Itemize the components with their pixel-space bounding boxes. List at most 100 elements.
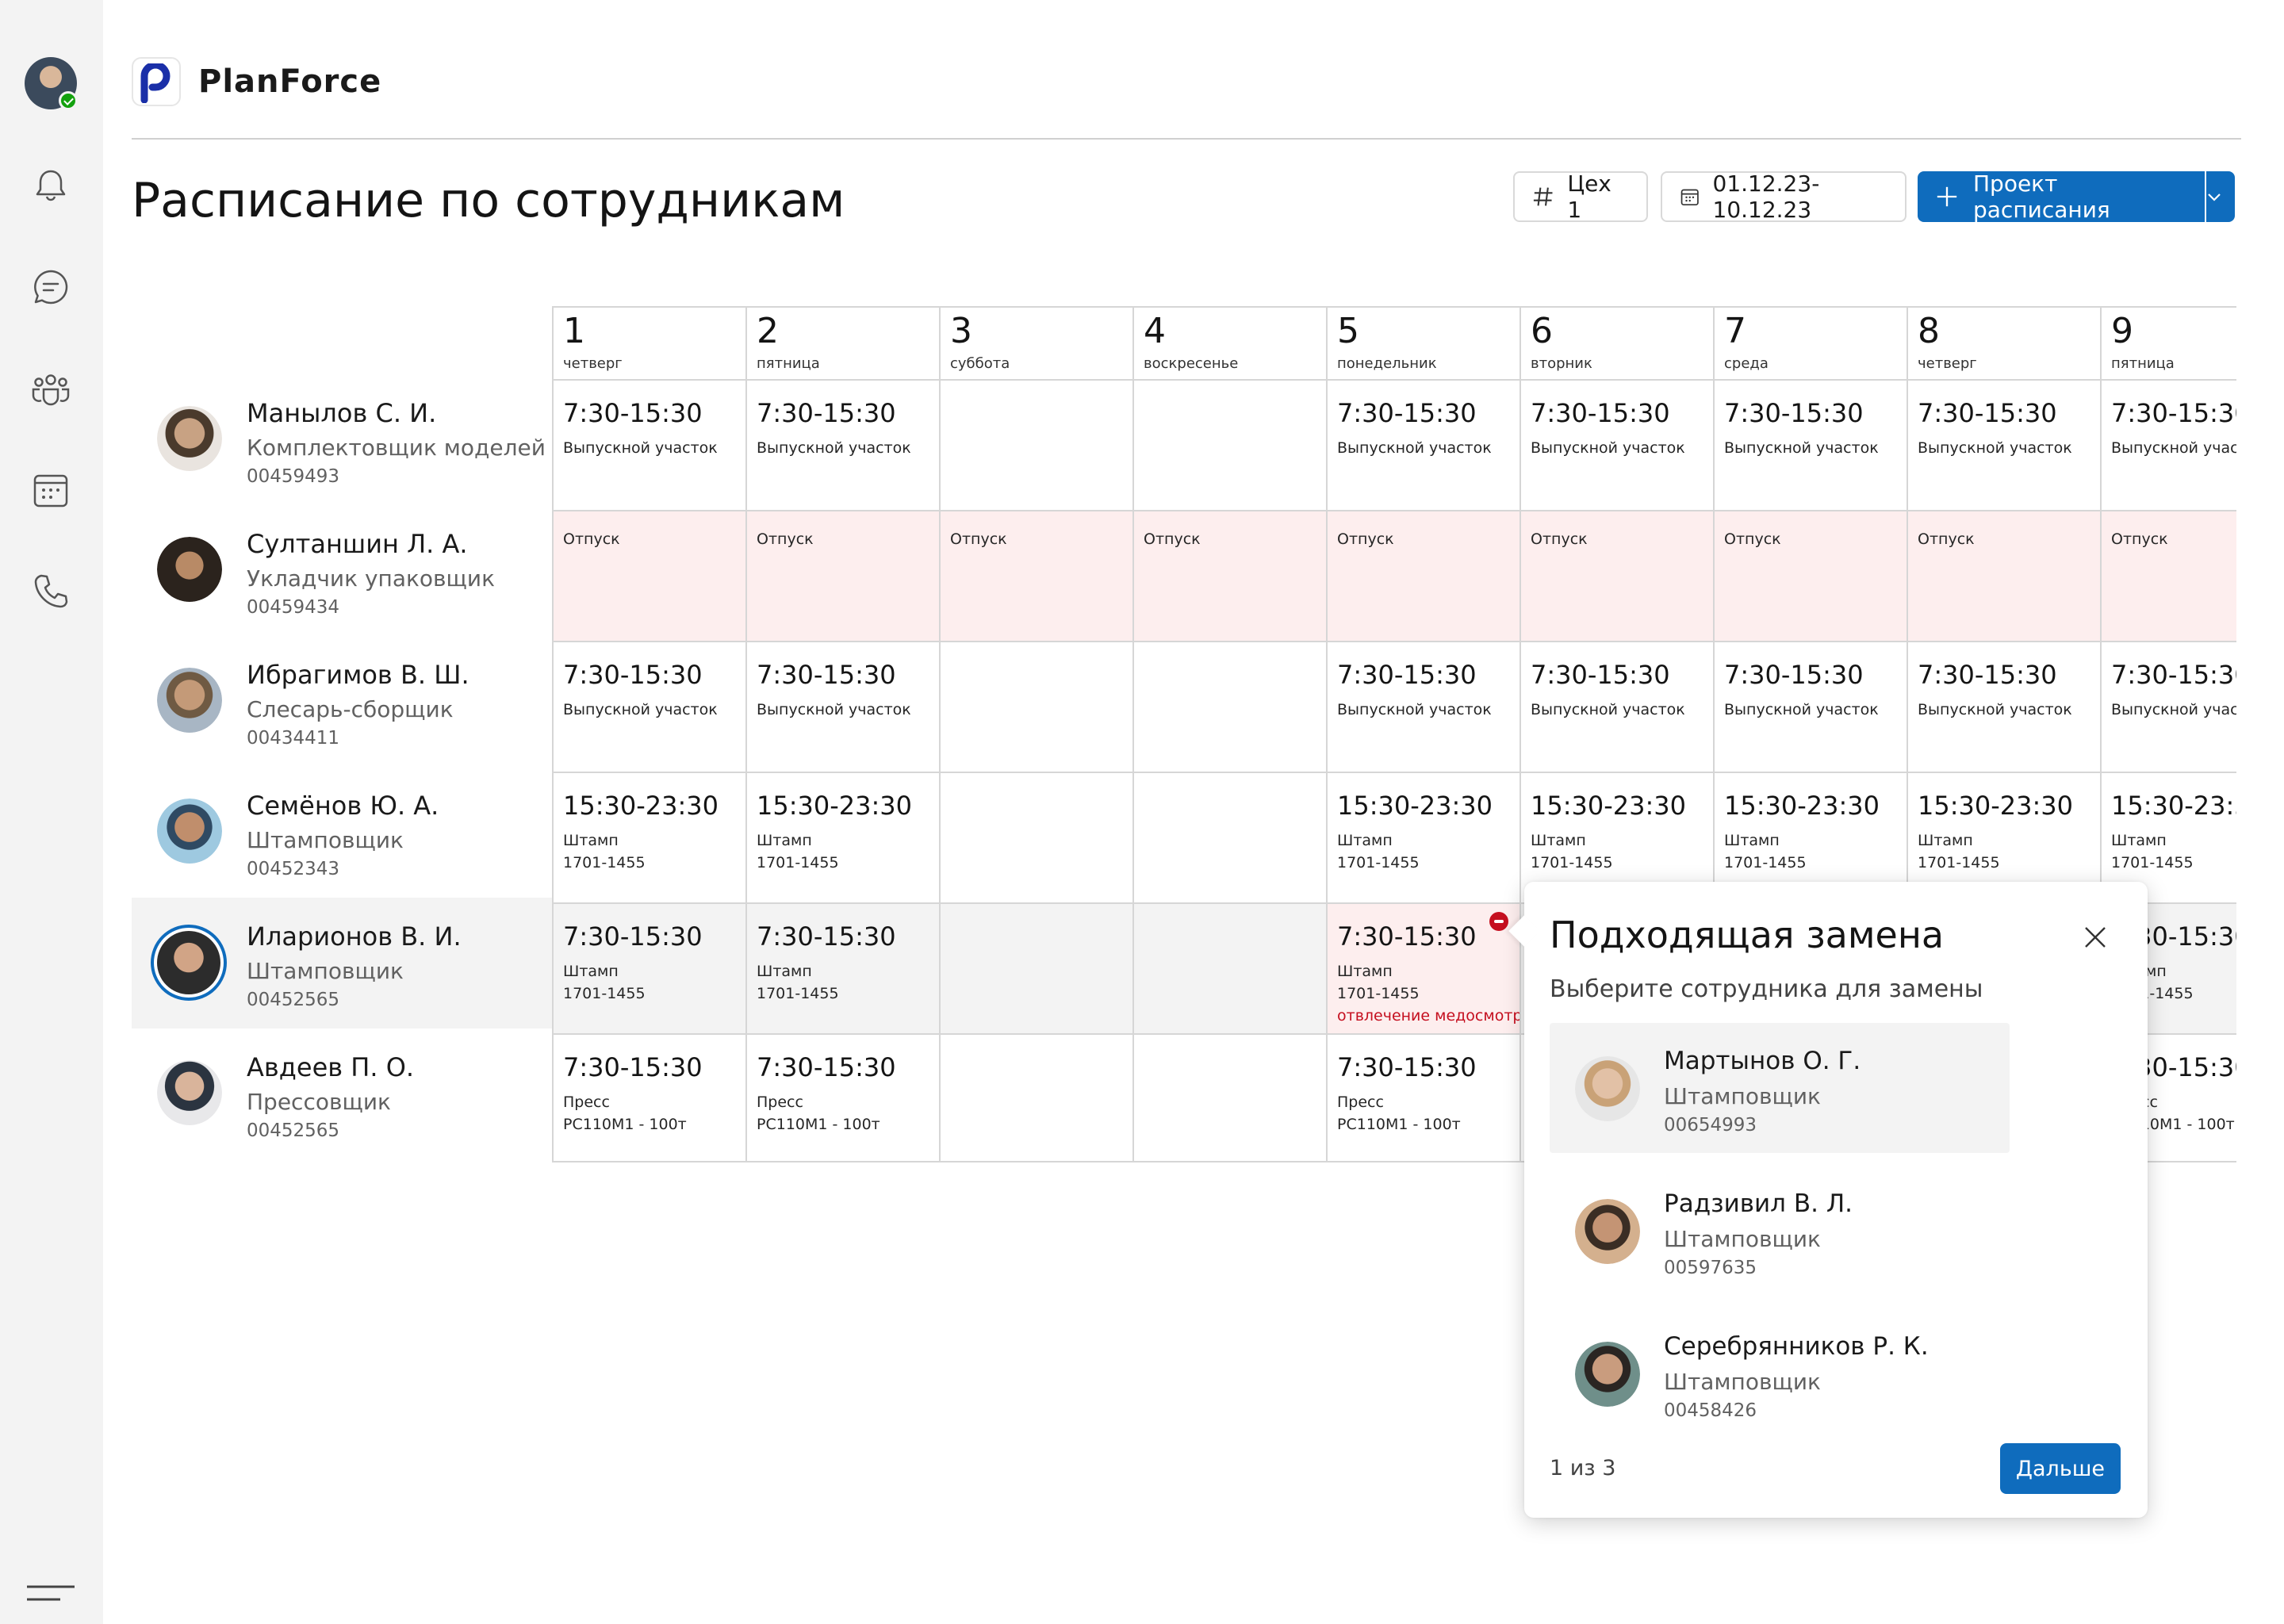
shift-cell[interactable]: 15:30-23:30 Штамп 1701-1455 xyxy=(2100,772,2236,902)
avatar xyxy=(157,668,222,733)
shift-cell[interactable]: 7:30-15:30 Выпускной участок xyxy=(1326,641,1519,772)
shift-time: 15:30-23:30 xyxy=(757,791,912,821)
candidate-item[interactable]: Серебрянников Р. К. Штамповщик 00458426 xyxy=(1550,1308,2010,1438)
shift-cell[interactable] xyxy=(1132,902,1326,1033)
date-range-button[interactable]: 01.12.23-10.12.23 xyxy=(1661,170,1907,223)
shift-cell[interactable]: Отпуск xyxy=(745,510,939,641)
shift-cell[interactable]: 7:30-15:30 Выпускной участок xyxy=(552,641,745,772)
shift-cell[interactable] xyxy=(1132,772,1326,902)
shift-cell[interactable]: Отпуск xyxy=(1907,510,2100,641)
shift-cell[interactable]: 7:30-15:30 Штамп 1701-1455 xyxy=(745,902,939,1033)
shop-filter-button[interactable]: Цех 1 xyxy=(1513,170,1648,223)
shift-cell[interactable]: 7:30-15:30 Выпускной участок xyxy=(1519,379,1713,510)
shift-cell[interactable]: 7:30-15:30 Штамп 1701-1455 отвлечение медос… xyxy=(1326,902,1519,1033)
phone-icon[interactable] xyxy=(30,571,71,612)
shift-cell[interactable]: 7:30-15:30 Выпускной участок xyxy=(1907,379,2100,510)
replacement-popover: Подходящая замена Выберите сотрудника дл… xyxy=(1508,882,2148,1518)
bell-icon[interactable] xyxy=(30,165,71,206)
shift-cell[interactable]: 7:30-15:30 Штамп 1701-1455 xyxy=(552,902,745,1033)
shift-cell[interactable]: Отпуск xyxy=(2100,510,2236,641)
employee-row[interactable]: Семёнов Ю. А. Штамповщик 00452343 xyxy=(132,767,552,898)
day-header: 2 пятница xyxy=(745,306,939,379)
shift-equipment: 1701-1455 xyxy=(563,854,646,871)
chat-icon[interactable] xyxy=(30,266,71,308)
shift-cell[interactable]: 7:30-15:30 Выпускной участок xyxy=(1519,641,1713,772)
minus-circle-icon[interactable] xyxy=(1489,912,1508,931)
shift-location: Выпускной участок xyxy=(757,439,911,457)
shift-cell[interactable]: 7:30-15:30 Выпускной участок xyxy=(1907,641,2100,772)
schedule-project-button[interactable]: Проект расписания xyxy=(1918,170,2205,223)
shift-cell[interactable]: 15:30-23:30 Штамп 1701-1455 xyxy=(1519,772,1713,902)
shift-cell[interactable]: 15:30-23:30 Штамп 1701-1455 xyxy=(1713,772,1907,902)
shift-cell[interactable]: 7:30-15:30 Выпускной участок xyxy=(2100,379,2236,510)
employee-row[interactable]: Манылов С. И. Комплектовщик моделей 004594… xyxy=(132,374,552,505)
shift-cell[interactable]: 15:30-23:30 Штамп 1701-1455 xyxy=(552,772,745,902)
shift-cell[interactable] xyxy=(939,772,1132,902)
shift-cell[interactable]: 15:30-23:30 Штамп 1701-1455 xyxy=(1907,772,2100,902)
shift-cell[interactable]: 7:30-15:30 Пресс РС110М1 - 100т xyxy=(552,1033,745,1162)
shift-cell[interactable]: Отпуск xyxy=(939,510,1132,641)
employee-row[interactable]: Ибрагимов В. Ш. Слесарь-сборщик 00434411 xyxy=(132,636,552,767)
vacation-label: Отпуск xyxy=(1724,530,1781,548)
shift-cell[interactable]: Отпуск xyxy=(1326,510,1519,641)
shift-location: Выпускной участок xyxy=(1337,701,1492,718)
shift-cell[interactable] xyxy=(939,1033,1132,1162)
shift-cell[interactable]: Отпуск xyxy=(1132,510,1326,641)
shift-time: 7:30-15:30 xyxy=(1918,398,2057,428)
vacation-label: Отпуск xyxy=(1918,530,1975,548)
close-icon[interactable] xyxy=(2079,921,2111,953)
shift-cell[interactable]: 7:30-15:30 Пресс РС110М1 - 100т xyxy=(745,1033,939,1162)
shift-cell[interactable]: Отпуск xyxy=(1713,510,1907,641)
shift-cell[interactable] xyxy=(939,641,1132,772)
shift-time: 15:30-23:30 xyxy=(563,791,719,821)
shift-cell[interactable]: 7:30-15:30 Выпускной участок xyxy=(1713,641,1907,772)
shift-cell[interactable]: 15:30-23:30 Штамп 1701-1455 xyxy=(745,772,939,902)
plus-icon xyxy=(1937,186,1957,207)
shift-cell[interactable]: 15:30-23:30 Штамп 1701-1455 xyxy=(1326,772,1519,902)
vacation-label: Отпуск xyxy=(2111,530,2168,548)
candidate-item[interactable]: Радзивил В. Л. Штамповщик 00597635 xyxy=(1550,1166,2010,1296)
shift-equipment: РС110М1 - 100т xyxy=(563,1116,687,1133)
calendar-icon[interactable] xyxy=(30,469,71,511)
employee-row[interactable]: Иларионов В. И. Штамповщик 00452565 xyxy=(132,898,552,1028)
shift-cell[interactable]: 7:30-15:30 Выпускной участок xyxy=(1713,379,1907,510)
shift-cell[interactable] xyxy=(939,379,1132,510)
shift-cell[interactable] xyxy=(1132,641,1326,772)
shift-cell[interactable]: 7:30-15:30 Выпускной участок xyxy=(552,379,745,510)
day-of-week: понедельник xyxy=(1337,355,1437,372)
day-header: 8 четверг xyxy=(1907,306,2100,379)
candidate-role: Штамповщик xyxy=(1664,1083,1821,1109)
shift-absence-note: отвлечение медосмотр xyxy=(1337,1007,1519,1025)
shift-time: 7:30-15:30 xyxy=(1337,1052,1477,1082)
shift-cell[interactable] xyxy=(939,902,1132,1033)
shift-cell[interactable]: 7:30-15:30 Выпускной участок xyxy=(745,379,939,510)
day-header: 3 суббота xyxy=(939,306,1132,379)
next-button[interactable]: Дальше xyxy=(2000,1443,2121,1494)
shift-cell[interactable] xyxy=(1132,1033,1326,1162)
employee-name: Ибрагимов В. Ш. xyxy=(247,660,469,690)
employee-row[interactable]: Султаншин Л. А. Укладчик упаковщик 0045943… xyxy=(132,505,552,636)
schedule-project-dropdown[interactable] xyxy=(2206,171,2235,222)
employee-role: Комплектовщик моделей xyxy=(247,435,546,461)
shift-equipment: 1701-1455 xyxy=(757,985,839,1002)
day-number: 1 xyxy=(563,311,585,351)
employee-row[interactable]: Авдеев П. О. Прессовщик 00452565 xyxy=(132,1028,552,1159)
shift-cell[interactable]: 7:30-15:30 Выпускной участок xyxy=(745,641,939,772)
shift-time: 7:30-15:30 xyxy=(1724,398,1864,428)
candidate-item[interactable]: Мартынов О. Г. Штамповщик 00654993 xyxy=(1550,1023,2010,1153)
shift-cell[interactable]: Отпуск xyxy=(552,510,745,641)
menu-icon[interactable] xyxy=(25,1582,76,1606)
shift-cell[interactable] xyxy=(1132,379,1326,510)
shift-cell[interactable]: 7:30-15:30 Выпускной участок xyxy=(1326,379,1519,510)
shift-location: Выпускной участок xyxy=(563,439,718,457)
vacation-label: Отпуск xyxy=(1337,530,1394,548)
shift-time: 7:30-15:30 xyxy=(1337,660,1477,690)
shift-cell[interactable]: Отпуск xyxy=(1519,510,1713,641)
vacation-label: Отпуск xyxy=(757,530,814,548)
shift-location: Штамп xyxy=(563,832,619,849)
shift-equipment: РС110М1 - 100т xyxy=(1337,1116,1461,1133)
shift-cell[interactable]: 7:30-15:30 Выпускной участок xyxy=(2100,641,2236,772)
team-icon[interactable] xyxy=(30,368,71,409)
vacation-label: Отпуск xyxy=(1144,530,1201,548)
shift-cell[interactable]: 7:30-15:30 Пресс РС110М1 - 100т xyxy=(1326,1033,1519,1162)
